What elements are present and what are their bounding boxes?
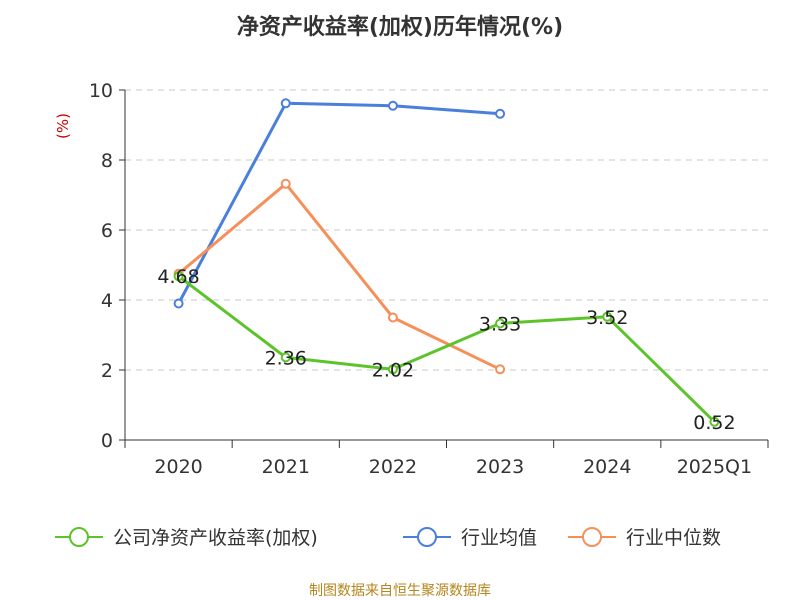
grid-lines <box>125 89 768 371</box>
data-label-2020: 4.68 <box>157 266 199 288</box>
legend-item-0: 公司净资产收益率(加权) <box>55 527 318 549</box>
chart-title: 净资产收益率(加权)历年情况(%) <box>237 14 563 40</box>
y-tick-label-4: 4 <box>101 290 113 312</box>
series-point-1-2 <box>387 100 398 111</box>
series-point-1-3 <box>495 108 506 119</box>
series-point-1-0 <box>173 298 184 309</box>
series-point-2-2 <box>387 312 398 323</box>
axes: 0 2 4 6 8 10 2020 2021 2022 2023 2024 2025Q1 <box>89 80 769 478</box>
x-tick-label-2020: 2020 <box>154 456 202 478</box>
y-tick-label-10: 10 <box>89 80 113 102</box>
series-point-2-3 <box>495 364 506 375</box>
series-point-0-1 <box>280 352 291 363</box>
x-tick-label-2022: 2022 <box>369 456 417 478</box>
legend: 公司净资产收益率(加权) 行业均值 行业中位数 <box>55 527 721 549</box>
x-tick-label-2023: 2023 <box>476 456 524 478</box>
legend-label-2: 行业中位数 <box>626 527 721 549</box>
data-label-2021: 2.36 <box>265 347 307 369</box>
series-point-0-5 <box>709 416 720 427</box>
series-point-0-3 <box>495 318 506 329</box>
legend-item-1: 行业均值 <box>403 527 537 549</box>
series-group <box>173 98 720 427</box>
legend-item-2: 行业中位数 <box>568 527 721 549</box>
series-point-0-4 <box>602 311 613 322</box>
data-label-2022: 2.02 <box>372 359 414 381</box>
series-point-1-1 <box>280 98 291 109</box>
series-point-0-0 <box>173 271 184 282</box>
x-tick-label-2025Q1: 2025Q1 <box>677 456 752 478</box>
x-tick-label-2021: 2021 <box>262 456 310 478</box>
series-point-2-1 <box>280 178 291 189</box>
data-labels: 4.68 2.36 2.02 3.33 3.52 0.52 <box>157 266 735 434</box>
legend-label-1: 行业均值 <box>461 527 537 549</box>
series-0 <box>173 271 720 427</box>
y-axis-unit-label: (%) <box>54 113 72 139</box>
legend-marker-2 <box>582 527 602 547</box>
x-tick-label-2024: 2024 <box>583 456 631 478</box>
series-line-2 <box>177 182 502 371</box>
legend-label-0: 公司净资产收益率(加权) <box>113 527 318 549</box>
y-tick-label-8: 8 <box>101 150 113 172</box>
legend-marker-0 <box>69 527 89 547</box>
data-label-2025Q1: 0.52 <box>693 412 735 434</box>
series-line-0 <box>177 274 716 424</box>
series-point-0-2 <box>387 364 398 375</box>
source-note: 制图数据来自恒生聚源数据库 <box>309 583 491 599</box>
data-label-2023: 3.33 <box>479 313 521 335</box>
legend-marker-1 <box>417 527 437 547</box>
y-tick-label-2: 2 <box>101 360 113 382</box>
series-1 <box>173 98 506 309</box>
data-label-2024: 3.52 <box>586 307 628 329</box>
y-tick-label-0: 0 <box>101 430 113 452</box>
series-line-1 <box>177 101 502 305</box>
y-tick-label-6: 6 <box>101 220 113 242</box>
